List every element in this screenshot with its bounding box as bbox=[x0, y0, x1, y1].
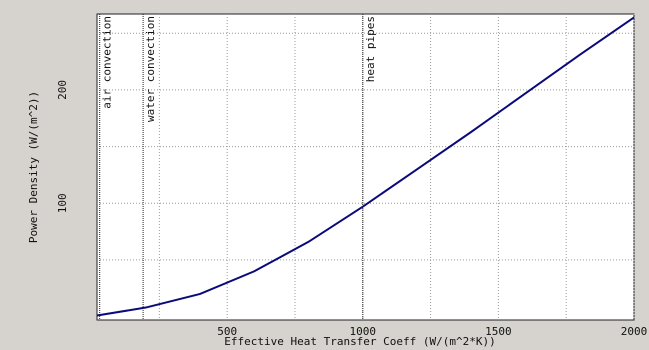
x-tick-label: 2000 bbox=[621, 325, 648, 338]
annotation-label: water convection bbox=[144, 16, 157, 122]
y-tick-label: 200 bbox=[56, 80, 69, 100]
line-series bbox=[96, 16, 635, 317]
annotation-label: air convection bbox=[101, 16, 114, 109]
x-tick-label: 500 bbox=[217, 325, 237, 338]
x-axis-title: Effective Heat Transfer Coeff (W/(m^2*K)… bbox=[224, 335, 496, 348]
x-tick-label: 1000 bbox=[350, 325, 377, 338]
x-tick-label: 1500 bbox=[485, 325, 512, 338]
annotation-label: heat pipes bbox=[364, 16, 377, 82]
y-tick-label: 100 bbox=[56, 193, 69, 213]
y-axis-title: Power Density (W/(m^2)) bbox=[27, 91, 40, 243]
plot-area bbox=[96, 13, 635, 321]
